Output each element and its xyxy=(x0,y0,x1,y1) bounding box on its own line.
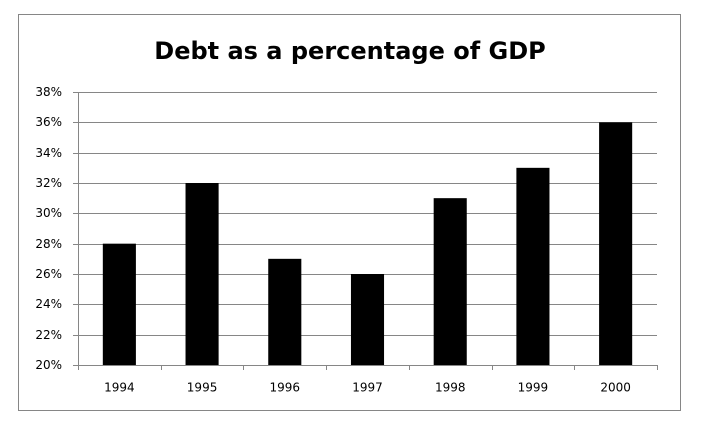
y-tick-label: 30% xyxy=(35,206,62,220)
y-tick-label: 38% xyxy=(35,85,62,99)
bar xyxy=(350,274,385,365)
bar xyxy=(599,122,633,365)
bar xyxy=(433,198,467,365)
bar xyxy=(102,243,136,365)
y-tick-label: 20% xyxy=(35,358,62,372)
x-tick-label: 1995 xyxy=(187,381,218,395)
bar xyxy=(185,183,219,365)
y-tick-label: 24% xyxy=(35,297,62,311)
y-tick-label: 36% xyxy=(35,115,62,129)
x-tick-label: 1996 xyxy=(270,381,301,395)
y-tick-label: 28% xyxy=(35,237,62,251)
y-tick-label: 22% xyxy=(35,328,62,342)
y-tick-label: 26% xyxy=(35,267,62,281)
x-tick-label: 1997 xyxy=(352,381,383,395)
bar xyxy=(516,167,550,365)
x-tick-label: 1994 xyxy=(104,381,135,395)
x-tick-label: 2000 xyxy=(600,381,631,395)
chart-title: Debt as a percentage of GDP xyxy=(154,37,545,65)
x-tick-label: 1998 xyxy=(435,381,466,395)
y-tick-label: 32% xyxy=(35,176,62,190)
x-tick-label: 1999 xyxy=(518,381,549,395)
y-tick-label: 34% xyxy=(35,146,62,160)
bar xyxy=(268,258,302,365)
